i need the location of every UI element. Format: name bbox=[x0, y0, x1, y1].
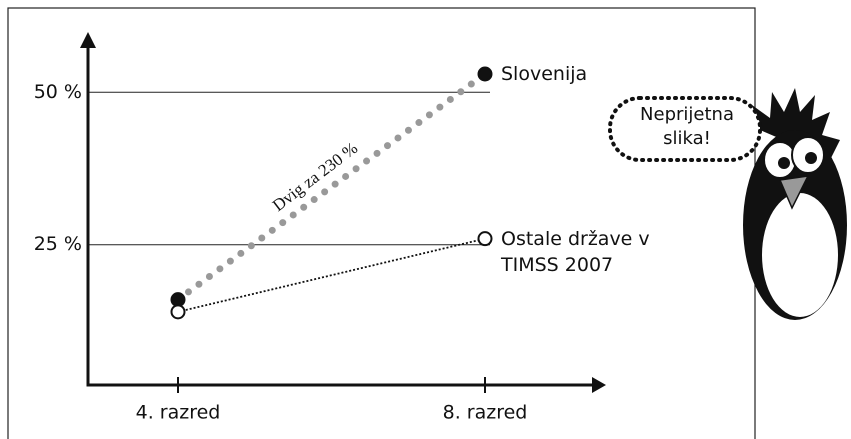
series-label: Slovenija bbox=[501, 61, 641, 87]
point bbox=[479, 232, 492, 245]
series-label: Ostale države v TIMSS 2007 bbox=[501, 226, 651, 278]
page: 25 %50 %4. razred8. razredDvig za 230 % … bbox=[0, 0, 851, 439]
frame bbox=[8, 8, 755, 439]
y-axis-arrow bbox=[80, 32, 96, 48]
y-tick-label: 50 % bbox=[34, 81, 82, 103]
speech-text: Neprijetna slika! bbox=[625, 103, 749, 151]
point bbox=[172, 293, 185, 306]
series-line bbox=[178, 239, 485, 312]
x-tick-label: 8. razred bbox=[443, 402, 528, 424]
series-line bbox=[178, 74, 485, 300]
x-tick-label: 4. razred bbox=[136, 402, 221, 424]
point bbox=[172, 305, 185, 318]
chart: 25 %50 %4. razred8. razredDvig za 230 % bbox=[0, 0, 851, 439]
y-tick-label: 25 % bbox=[34, 233, 82, 255]
x-axis-arrow bbox=[592, 377, 606, 393]
point bbox=[479, 67, 492, 80]
